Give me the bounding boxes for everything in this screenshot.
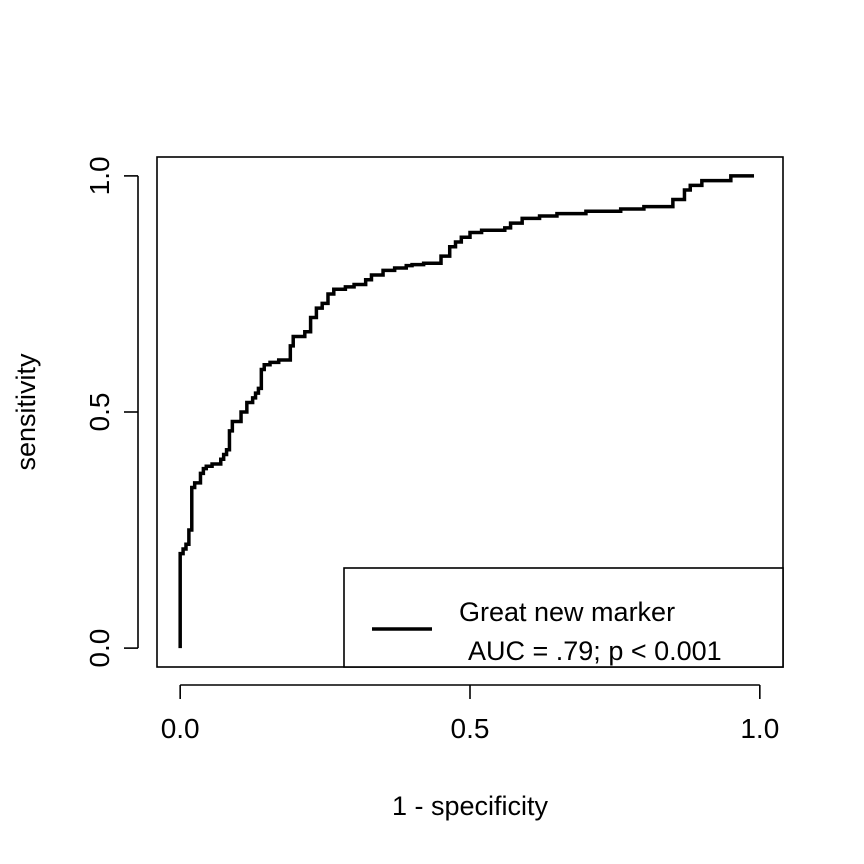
y-tick-label: 1.0 [84,156,115,195]
legend-label: Great new marker [459,597,675,627]
x-tick-label: 0.5 [451,713,490,744]
series-layer [178,174,755,649]
y-tick-label: 0.0 [84,629,115,668]
x-tick-label: 1.0 [740,713,779,744]
legend-box [343,567,784,668]
x-axis-title: 1 - specificity [392,791,549,821]
x-tick-label: 0.0 [161,713,200,744]
legend-auc-label: AUC = .79; p < 0.001 [468,636,722,666]
x-axis: 0.0 0.5 1.0 [161,684,779,744]
legend: Great new marker AUC = .79; p < 0.001 [343,567,784,668]
roc-curve [178,174,755,649]
y-tick-label: 0.5 [84,393,115,432]
y-axis: 0.0 0.5 1.0 [84,156,139,668]
y-axis-title: sensitivity [11,353,41,471]
